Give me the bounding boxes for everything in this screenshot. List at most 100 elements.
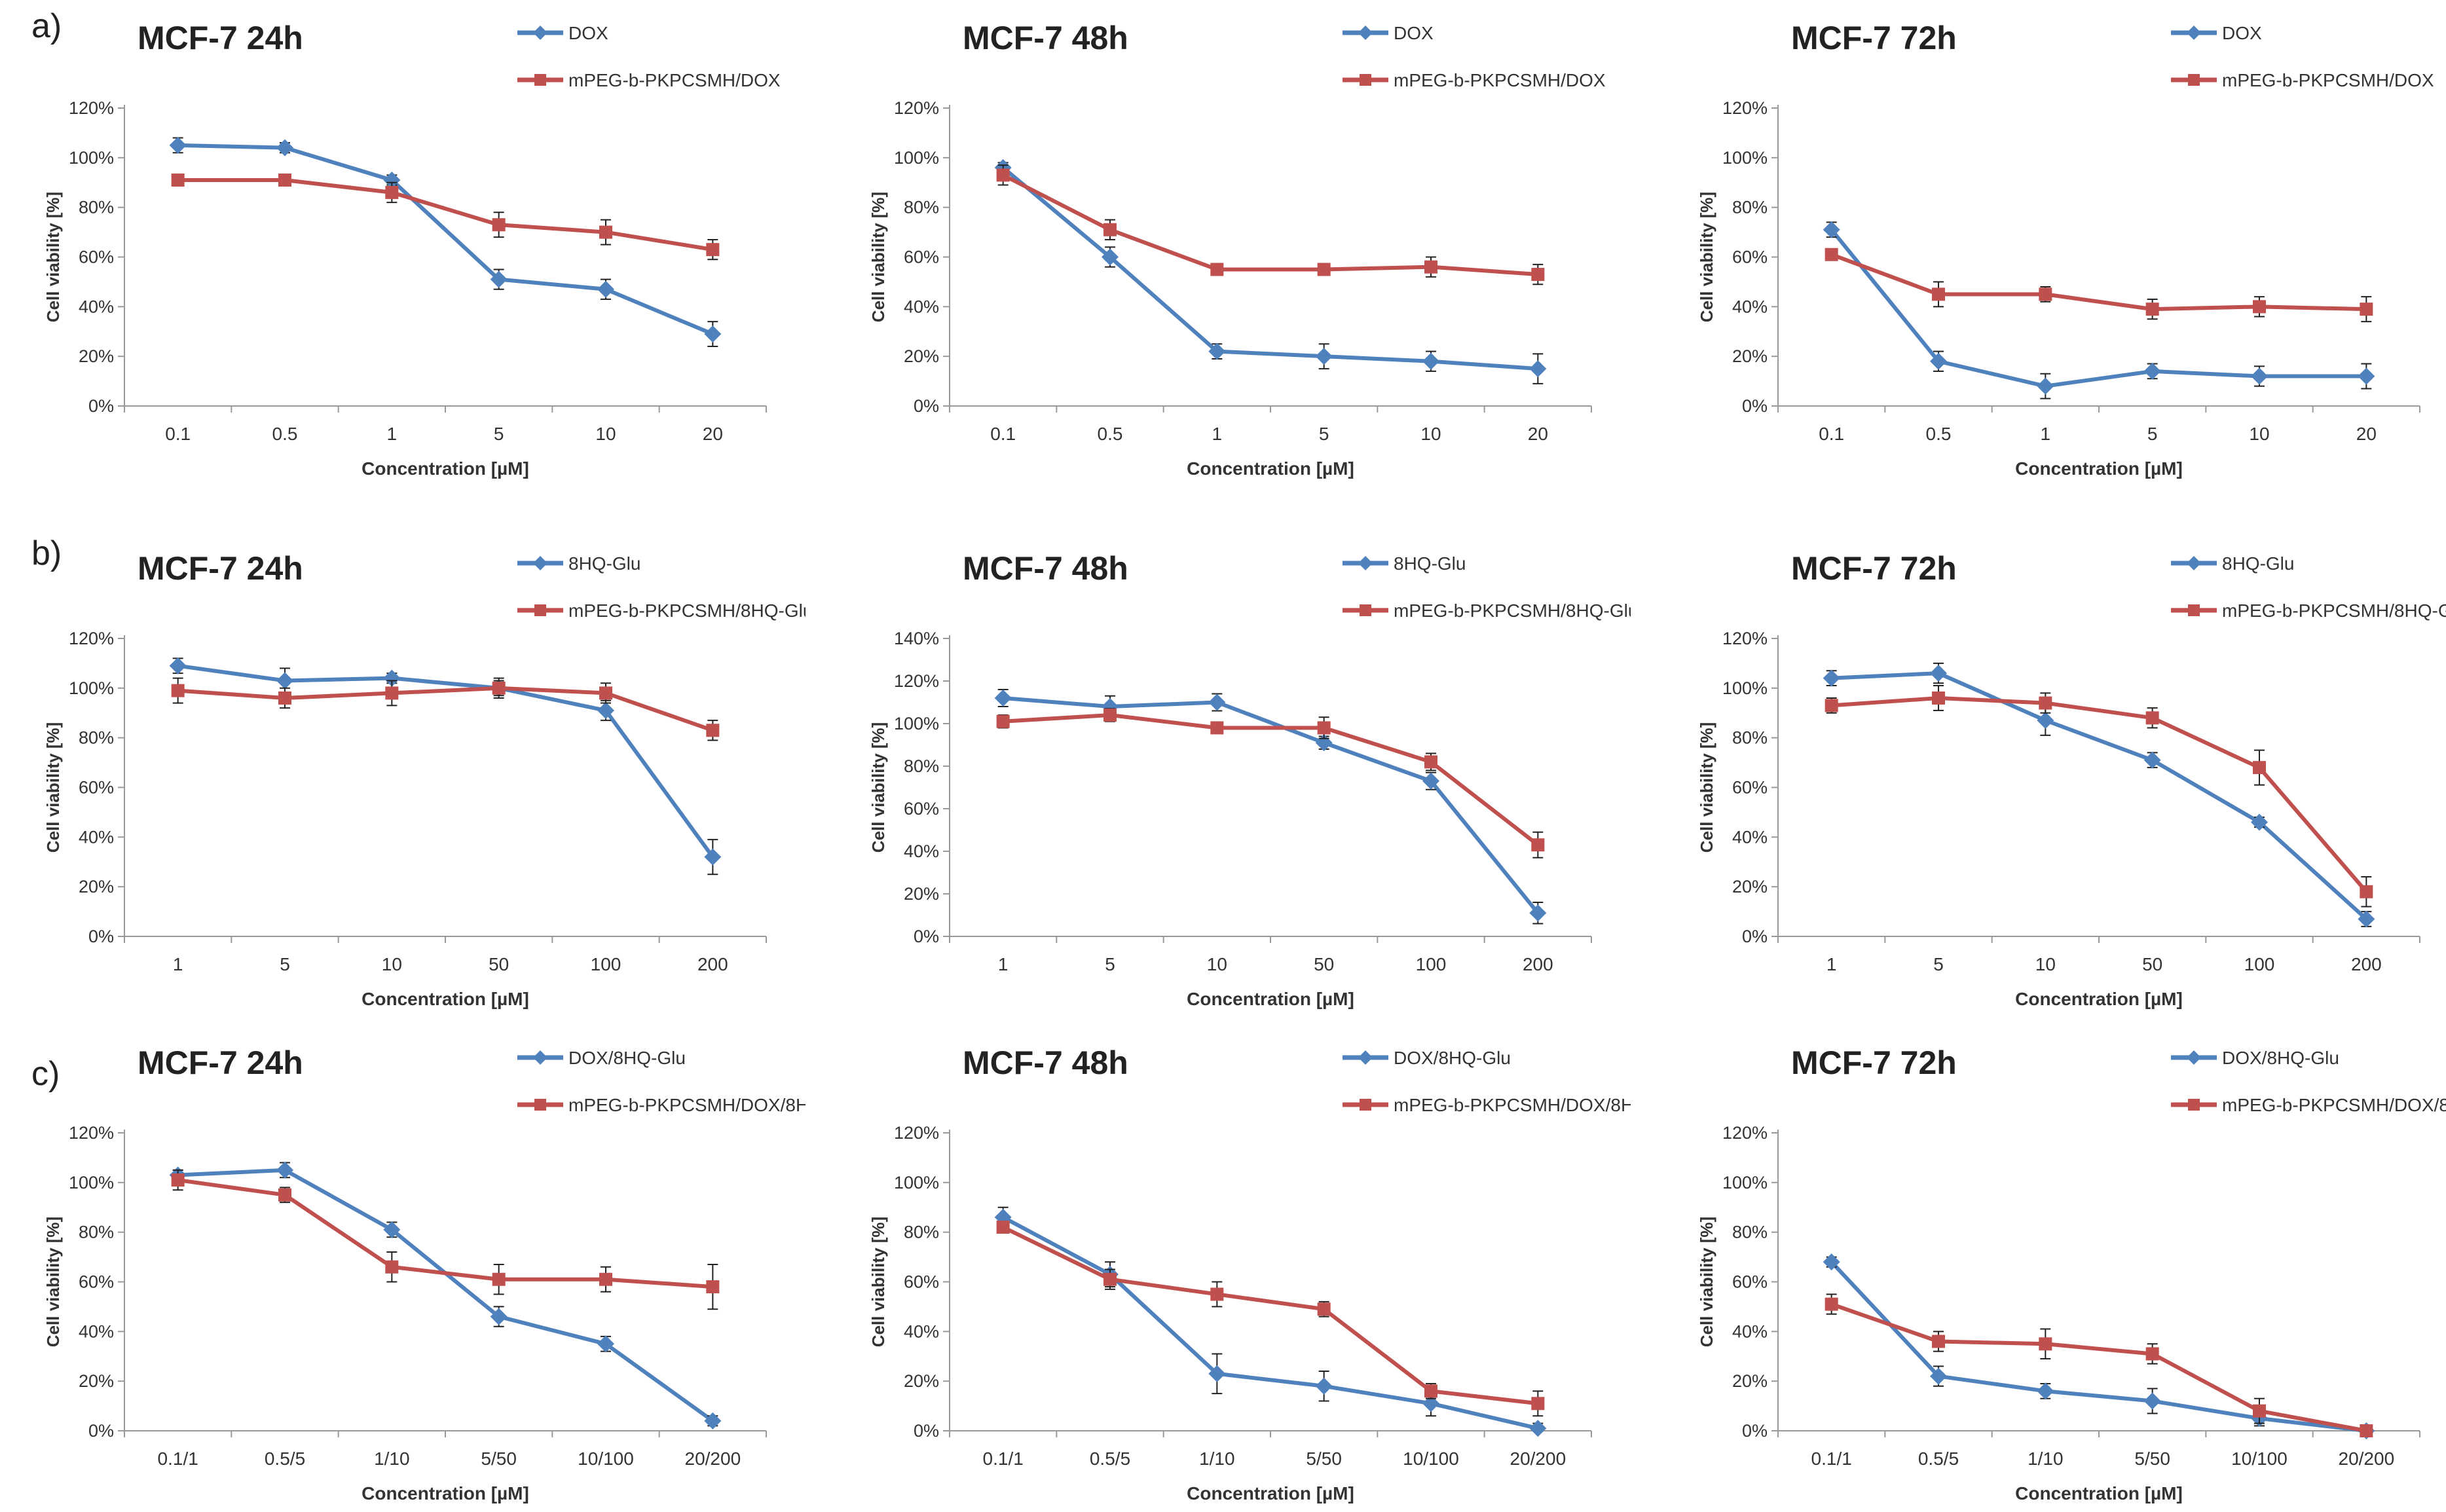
data-point-diamond: [276, 672, 293, 690]
legend-label: mPEG-b-PKPCSMH/DOX: [2222, 70, 2434, 90]
legend-label: mPEG-b-PKPCSMH/DOX/8HQ-Glu: [1394, 1095, 1631, 1115]
y-tick-label: 40%: [79, 297, 114, 316]
data-point-square: [171, 684, 185, 697]
data-point-square: [278, 691, 291, 705]
y-tick-label: 60%: [904, 248, 939, 267]
y-tick-label: 60%: [1732, 778, 1768, 798]
series-line-red: [1831, 696, 2368, 893]
x-tick-label: 5/50: [481, 1448, 517, 1469]
y-tick-label: 40%: [904, 297, 939, 316]
x-tick-label: 0.5: [1926, 424, 1952, 444]
data-point-square: [996, 714, 1010, 728]
y-tick-label: 0%: [88, 1421, 114, 1441]
x-tick-label: 0.5/5: [1918, 1448, 1959, 1469]
x-tick-label: 10: [1207, 954, 1227, 974]
x-tick-label: 10/100: [2231, 1448, 2288, 1469]
legend-label: DOX/8HQ-Glu: [1394, 1048, 1511, 1068]
legend-marker-square: [534, 74, 546, 86]
data-point-square: [706, 1280, 720, 1294]
data-point-square: [385, 1260, 399, 1274]
data-point-square: [492, 1272, 506, 1286]
y-tick-label: 20%: [1732, 1371, 1768, 1391]
data-point-square: [2253, 1404, 2266, 1418]
data-point-square: [1932, 1335, 1945, 1348]
legend-label: DOX: [1394, 23, 1434, 43]
legend-marker-diamond: [2187, 1050, 2201, 1065]
chart-b-72h: MCF-7 72h 8HQ-Glu mPEG-b-PKPCSMH/8HQ-Glu 0%…: [1697, 550, 2446, 1009]
data-point-square: [1103, 1272, 1117, 1286]
y-tick-label: 120%: [894, 671, 939, 691]
y-axis-label: Cell viability [%]: [43, 1217, 63, 1347]
legend-marker-diamond: [1358, 556, 1373, 570]
data-point-diamond: [1208, 342, 1226, 360]
legend-label: mPEG-b-PKPCSMH/DOX/8HQ-Glu: [2222, 1095, 2446, 1115]
x-tick-label: 10/100: [578, 1448, 634, 1469]
data-point-diamond: [1823, 221, 1840, 238]
row-label-b: b): [31, 534, 62, 572]
legend-label: DOX: [2222, 23, 2262, 43]
x-tick-label: 1: [998, 954, 1009, 974]
x-tick-label: 5: [494, 424, 504, 444]
data-point-square: [1317, 1302, 1331, 1316]
x-axis-label: Concentration [µM]: [361, 989, 529, 1009]
data-point-square: [599, 686, 612, 700]
series-line-red: [177, 1178, 713, 1289]
legend-marker-square: [1360, 604, 1371, 616]
y-tick-label: 80%: [1732, 728, 1768, 748]
series-line-blue: [1001, 166, 1538, 371]
y-tick-label: 80%: [1732, 1223, 1768, 1242]
y-tick-label: 40%: [904, 841, 939, 861]
x-tick-label: 50: [2142, 954, 2162, 974]
x-tick-label: 10/100: [1403, 1448, 1459, 1469]
x-tick-label: 10: [382, 954, 402, 974]
data-point-diamond: [2037, 1382, 2054, 1400]
x-tick-label: 5: [1319, 424, 1329, 444]
legend-label: mPEG-b-PKPCSMH/DOX: [1394, 70, 1606, 90]
data-point-square: [2039, 696, 2052, 710]
x-tick-label: 50: [1314, 954, 1334, 974]
y-tick-label: 0%: [1742, 927, 1768, 946]
x-tick-label: 100: [591, 954, 621, 974]
data-point-diamond: [1529, 904, 1547, 922]
data-point-diamond: [1930, 665, 1947, 682]
data-point-diamond: [1823, 1253, 1840, 1271]
data-point-square: [385, 185, 399, 199]
series-line-red: [1002, 1225, 1538, 1406]
x-tick-label: 5: [1105, 954, 1115, 974]
series-line-blue: [1830, 1261, 2367, 1433]
data-point-square: [1210, 1287, 1224, 1301]
x-tick-label: 1: [1826, 954, 1837, 974]
y-tick-label: 0%: [88, 396, 114, 416]
x-tick-label: 10: [595, 424, 616, 444]
data-point-square: [385, 686, 399, 700]
data-point-square: [2253, 761, 2266, 775]
x-tick-label: 1: [2041, 424, 2051, 444]
x-tick-label: 100: [1416, 954, 1447, 974]
data-point-square: [1932, 691, 1945, 705]
data-point-diamond: [169, 136, 187, 154]
chart-c-24h: MCF-7 24h DOX/8HQ-Glu mPEG-b-PKPCSMH/DOX/8…: [43, 1044, 806, 1503]
data-point-diamond: [1315, 348, 1333, 365]
data-point-square: [1825, 1297, 1838, 1311]
legend-marker-square: [2188, 1099, 2200, 1111]
y-tick-label: 60%: [1732, 248, 1768, 267]
data-point-diamond: [1102, 248, 1119, 266]
x-tick-label: 1: [1212, 424, 1223, 444]
y-tick-label: 120%: [69, 629, 114, 648]
y-tick-label: 20%: [79, 1371, 114, 1391]
y-tick-label: 100%: [894, 148, 939, 168]
x-axis-label: Concentration [µM]: [1187, 1483, 1354, 1503]
data-point-diamond: [2358, 910, 2375, 928]
y-tick-label: 80%: [904, 1223, 939, 1242]
x-tick-label: 20/200: [685, 1448, 741, 1469]
x-tick-label: 0.1: [990, 424, 1016, 444]
x-tick-label: 0.1: [165, 424, 191, 444]
x-tick-label: 5/50: [2134, 1448, 2170, 1469]
y-tick-label: 100%: [69, 678, 114, 698]
x-axis-label: Concentration [µM]: [2015, 989, 2183, 1009]
legend-label: 8HQ-Glu: [2222, 553, 2294, 574]
legend-marker-diamond: [533, 1050, 547, 1065]
x-tick-label: 5: [280, 954, 290, 974]
x-tick-label: 1/10: [374, 1448, 410, 1469]
